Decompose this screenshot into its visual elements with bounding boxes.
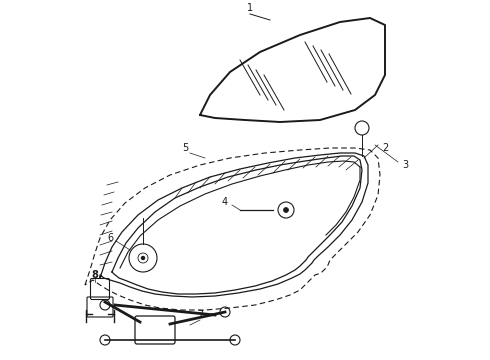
Text: 4: 4 [222, 197, 228, 207]
Text: 7: 7 [197, 310, 203, 320]
Text: 5: 5 [182, 143, 188, 153]
Circle shape [220, 307, 230, 317]
Text: 3: 3 [402, 160, 408, 170]
Text: 2: 2 [382, 143, 388, 153]
Circle shape [230, 335, 240, 345]
Text: 6: 6 [107, 233, 113, 243]
Text: 1: 1 [247, 3, 253, 13]
Circle shape [284, 207, 289, 212]
Circle shape [100, 300, 110, 310]
Text: 8: 8 [92, 270, 98, 280]
Circle shape [142, 256, 145, 260]
Circle shape [100, 335, 110, 345]
